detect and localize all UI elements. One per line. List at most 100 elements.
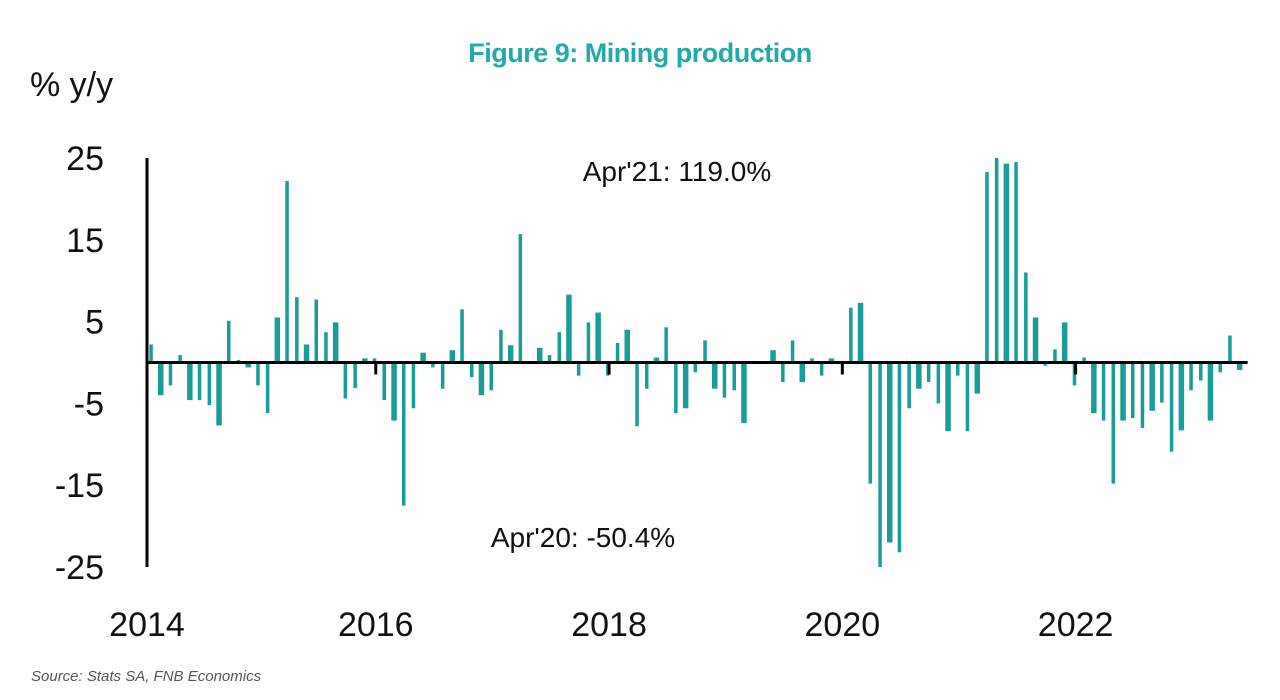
bar (303, 344, 310, 363)
y-tick-label: 5 (85, 304, 104, 342)
y-tick-label: -15 (55, 467, 104, 505)
bar (703, 340, 707, 363)
bar (1199, 362, 1203, 381)
bar (227, 320, 231, 363)
bar (1218, 362, 1222, 373)
bar (499, 329, 503, 363)
bar (1131, 362, 1135, 419)
x-tick-label: 2022 (1038, 606, 1114, 644)
x-tick-label: 2018 (571, 606, 647, 644)
y-tick-label: 25 (66, 140, 104, 178)
bar (849, 307, 853, 363)
bar (586, 322, 591, 363)
bar (274, 317, 281, 363)
bar (741, 362, 747, 423)
bar (470, 362, 474, 378)
bar (265, 362, 270, 414)
bar (624, 329, 630, 363)
bar (994, 158, 999, 363)
bar (507, 345, 514, 363)
bar (828, 358, 835, 363)
bar (653, 357, 660, 363)
y-axis-label: % y/y (30, 66, 114, 104)
bar (1228, 335, 1232, 363)
bar (945, 362, 951, 432)
annotation-min: Apr'20: -50.4% (491, 522, 675, 553)
bar (285, 180, 289, 363)
bar (547, 355, 552, 363)
bar (722, 362, 727, 398)
bar (1091, 362, 1097, 414)
bar (799, 362, 805, 383)
bar (790, 340, 795, 363)
bar (693, 362, 698, 373)
bar (216, 362, 222, 426)
bar (197, 362, 202, 401)
bar (391, 362, 397, 421)
bar (974, 362, 980, 394)
bar (878, 362, 882, 567)
bar (770, 350, 776, 363)
bar (1169, 362, 1174, 452)
bar (1082, 357, 1086, 363)
chart-title: Figure 9: Mining production (468, 38, 812, 68)
bar (1024, 272, 1028, 363)
bar (460, 309, 464, 363)
bar (314, 299, 318, 363)
x-tick-label: 2020 (805, 606, 881, 644)
y-tick-label: -25 (55, 549, 104, 587)
annotation-max: Apr'21: 119.0% (583, 156, 772, 187)
bar (187, 362, 193, 401)
y-tick-label: 15 (66, 222, 104, 260)
bar (595, 312, 601, 363)
bar (1149, 362, 1155, 411)
bar (372, 358, 377, 363)
bar (178, 355, 182, 363)
bar (857, 302, 864, 363)
bar (440, 362, 445, 389)
bar (420, 352, 426, 363)
axes-group (145, 158, 1248, 567)
bar (1003, 163, 1010, 363)
bar (635, 362, 639, 427)
bar (887, 362, 893, 543)
bar (557, 332, 561, 363)
bar (868, 362, 872, 484)
bar (810, 358, 814, 363)
bar (985, 171, 989, 363)
bar (411, 362, 416, 409)
bar (402, 362, 406, 506)
bar (926, 362, 931, 383)
bar (897, 362, 902, 553)
bar (353, 362, 357, 388)
bar (1120, 362, 1126, 421)
bar (1111, 362, 1115, 484)
bar (819, 362, 824, 376)
bar (956, 362, 960, 376)
bar (207, 362, 212, 405)
bar (1160, 362, 1164, 403)
bar (256, 362, 260, 386)
bar (168, 362, 173, 386)
bar (149, 344, 153, 363)
bar (1236, 362, 1243, 370)
bar (645, 362, 649, 389)
bar (1140, 362, 1145, 428)
bar (732, 362, 736, 391)
bar (674, 362, 678, 414)
bar (343, 362, 348, 399)
bar (965, 362, 970, 432)
bar (295, 297, 299, 363)
bar (1178, 362, 1185, 431)
bar (518, 234, 523, 363)
bar (1053, 349, 1057, 363)
bar (431, 362, 435, 368)
x-tick-label: 2016 (338, 606, 414, 644)
source-note: Source: Stats SA, FNB Economics (31, 668, 262, 685)
bar (1061, 322, 1068, 363)
bar (382, 362, 386, 401)
bar (712, 362, 718, 389)
bar (781, 362, 785, 383)
